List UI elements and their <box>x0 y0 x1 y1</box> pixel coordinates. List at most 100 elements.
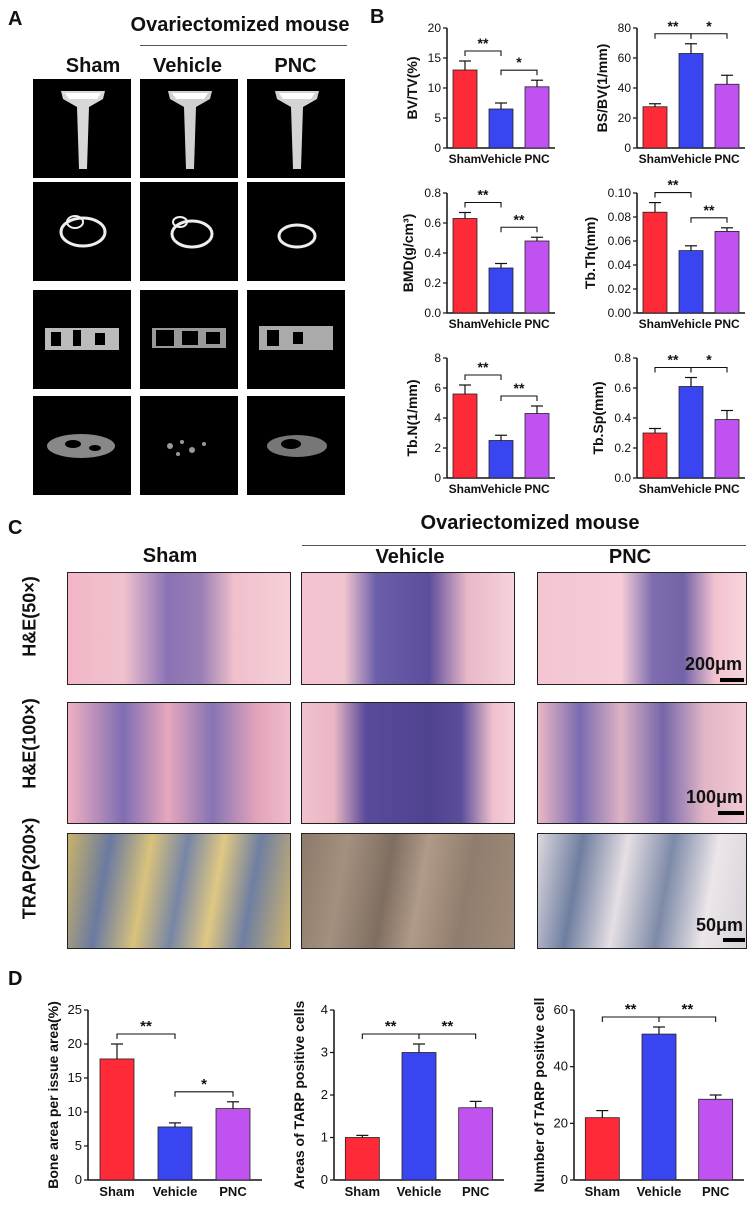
category-label-sham: Sham <box>449 482 482 496</box>
y-axis-label: Tb.Sp(mm) <box>590 381 606 454</box>
y-tick-label: 0 <box>75 1172 82 1187</box>
y-tick-label: 8 <box>434 351 441 365</box>
bar-pnc <box>215 1108 251 1181</box>
microct-vehicle-longitudinal <box>140 79 238 178</box>
y-axis-label: BV/TV(%) <box>404 57 420 120</box>
category-label-pnc: PNC <box>714 482 740 496</box>
y-tick-label: 0.2 <box>424 276 441 290</box>
bar-vehicle <box>157 1126 193 1181</box>
significance-label: ** <box>625 1001 637 1018</box>
significance-bracket <box>690 366 728 373</box>
microct-vehicle-trabecular-top <box>140 396 238 495</box>
y-tick-label: 0.6 <box>614 381 631 395</box>
y-tick-label: 0 <box>321 1172 328 1187</box>
y-axis-label: Areas of TARP positive cells <box>291 1001 307 1190</box>
microct-sham-cross-section <box>33 182 131 281</box>
y-tick-label: 0.2 <box>614 441 631 455</box>
panel-label-a: A <box>8 8 23 30</box>
y-tick-label: 15 <box>68 1070 82 1085</box>
category-label-pnc: PNC <box>524 482 550 496</box>
category-label-sham: Sham <box>449 152 482 166</box>
y-axis-label: Tb.N(1/mm) <box>404 380 420 457</box>
y-tick-label: 0.06 <box>608 234 632 248</box>
bar-vehicle <box>641 1033 677 1181</box>
panel-c-column-pnc: PNC <box>608 546 652 568</box>
significance-label: ** <box>668 352 679 368</box>
chart-tarp-area: 0 1 2 3 4 Areas of TARP positive cells Sham Veh… <box>291 1001 504 1199</box>
significance-bracket <box>654 192 692 198</box>
category-label-sham: Sham <box>99 1184 134 1199</box>
histology-he100-vehicle <box>301 702 515 824</box>
y-tick-label: 40 <box>618 81 632 95</box>
histology-trap-pnc <box>537 833 747 949</box>
significance-label: ** <box>478 187 489 203</box>
y-tick-label: 0.00 <box>608 306 632 320</box>
panel-label-c: C <box>8 517 23 539</box>
significance-bracket <box>464 374 502 380</box>
scale-bar-200um <box>720 678 744 682</box>
bar-sham <box>642 211 668 314</box>
significance-bracket <box>418 1033 477 1039</box>
y-axis-label: BS/BV(1/mm) <box>594 44 610 133</box>
y-tick-label: 0 <box>434 471 441 485</box>
bone-shape <box>61 91 105 169</box>
bar-sham <box>452 69 478 149</box>
histology-trap-sham <box>67 833 291 949</box>
y-tick-label: 0.04 <box>608 258 632 272</box>
y-axis-label: BMD(g/cm³) <box>400 214 416 293</box>
significance-bracket <box>690 33 728 39</box>
significance-bracket <box>500 395 538 401</box>
bar-pnc <box>458 1107 494 1181</box>
microct-sham-trabecular-side <box>33 290 131 389</box>
bar-pnc <box>524 240 550 314</box>
y-tick-label: 6 <box>434 381 441 395</box>
histology-he50-vehicle <box>301 572 515 685</box>
category-label-vehicle: Vehicle <box>480 152 522 166</box>
y-axis-label: Bone area per issue area(%) <box>45 1001 61 1189</box>
y-tick-label: 20 <box>428 21 442 35</box>
microct-sham-longitudinal <box>33 79 131 178</box>
y-tick-label: 0.6 <box>424 216 441 230</box>
significance-label: * <box>516 54 522 70</box>
y-tick-label: 1 <box>321 1130 328 1145</box>
y-tick-label: 60 <box>618 51 632 65</box>
trabecular-shape <box>47 434 115 458</box>
bar-sham <box>642 432 668 479</box>
y-axis-label: Number of TARP positive cell <box>531 998 547 1193</box>
trabecular-shape <box>267 435 327 457</box>
y-tick-label: 25 <box>68 1002 82 1017</box>
bone-shape <box>59 215 107 248</box>
category-label-sham: Sham <box>449 317 482 331</box>
bone-shape <box>275 91 319 169</box>
y-tick-label: 20 <box>618 111 632 125</box>
y-tick-label: 0 <box>434 141 441 155</box>
microct-pnc-longitudinal <box>247 79 345 178</box>
category-label-pnc: PNC <box>219 1184 247 1199</box>
y-tick-label: 0.0 <box>614 471 631 485</box>
bar-vehicle <box>488 108 514 149</box>
bone-shape <box>277 223 317 249</box>
bar-pnc <box>714 419 740 479</box>
microct-sham-trabecular-top <box>33 396 131 495</box>
bone-shape <box>168 91 212 169</box>
category-label-pnc: PNC <box>524 317 550 331</box>
category-label-pnc: PNC <box>462 1184 490 1199</box>
y-tick-label: 20 <box>554 1115 568 1130</box>
y-tick-label: 0.8 <box>614 351 631 365</box>
significance-bracket <box>690 217 728 223</box>
chart-bone-area: 0 5 10 15 20 25 Bone area per issue area(%) Sha… <box>45 1001 262 1199</box>
significance-label: ** <box>668 18 679 34</box>
category-label-vehicle: Vehicle <box>670 152 712 166</box>
bar-sham <box>344 1137 380 1181</box>
microct-pnc-cross-section <box>247 182 345 281</box>
histology-trap-vehicle <box>301 833 515 949</box>
significance-label: ** <box>681 1001 693 1018</box>
bar-pnc <box>524 86 550 149</box>
significance-bracket <box>464 50 502 56</box>
y-tick-label: 10 <box>68 1104 82 1119</box>
panel-c-header-rule <box>302 545 746 546</box>
y-tick-label: 80 <box>618 21 632 35</box>
